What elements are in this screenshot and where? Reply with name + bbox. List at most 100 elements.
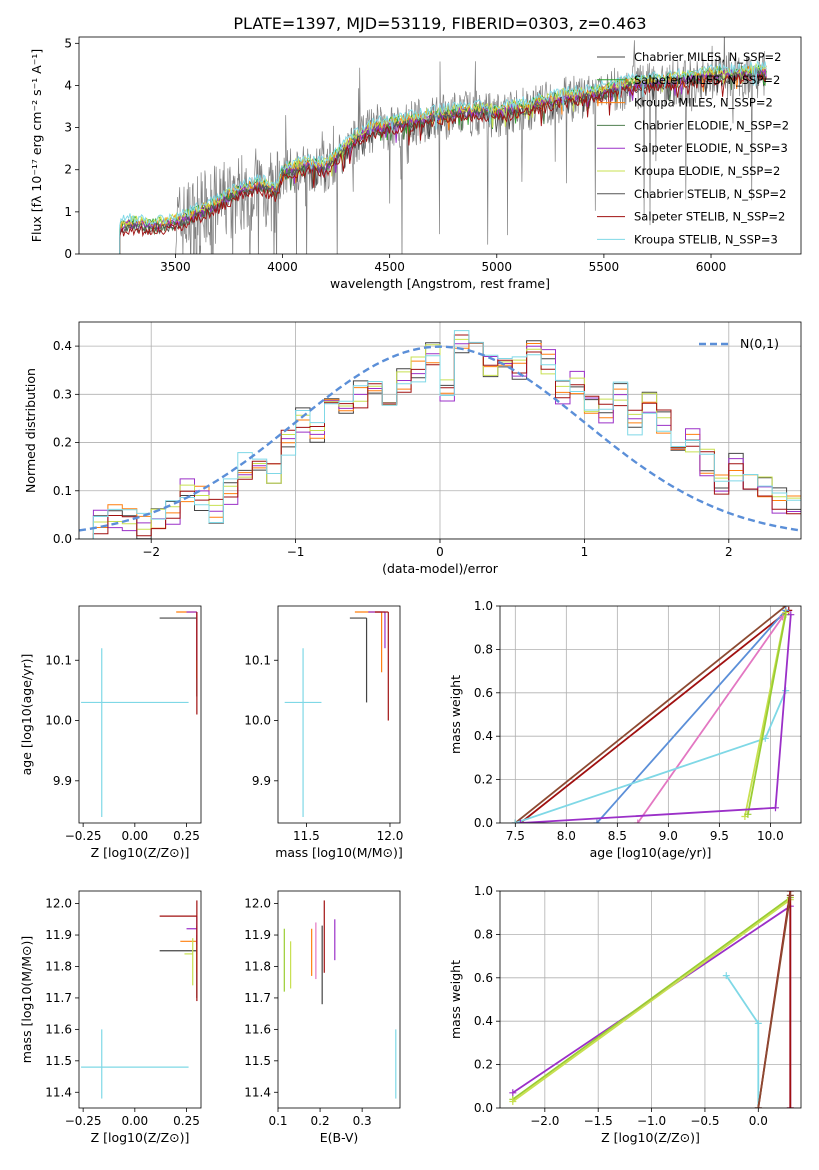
x-axis-label: Z [log10(Z/Z⊙)] — [601, 1130, 700, 1145]
y-tick-label: 10.0 — [244, 714, 271, 728]
x-tick-label: 6000 — [696, 260, 727, 274]
x-tick-label: 10.0 — [757, 829, 784, 843]
panel-age_vs_mass: 11.5 12.0 9.9 10.0 10.1 mass [log10(M/M⊙)] — [244, 605, 403, 860]
x-axis-label: wavelength [Angstrom, rest frame] — [330, 276, 550, 291]
plot-area — [81, 611, 198, 817]
x-tick-label: −0.5 — [690, 1114, 719, 1128]
x-axis-label: Z [log10(Z/Z⊙)] — [91, 1130, 190, 1145]
plot-area — [500, 606, 801, 823]
mass-weight-line — [747, 614, 787, 815]
y-axis-label: mass weight — [448, 960, 463, 1039]
y-tick-label: 0.4 — [474, 729, 493, 743]
y-tick-label: 11.7 — [45, 991, 72, 1005]
plus-marker — [511, 819, 519, 823]
model-spectrum-line — [119, 59, 767, 254]
panel-mass_weight_vs_age: 7.5 8.0 8.5 9.0 9.5 10.0 0.0 0.2 0.4 0.6 0.8 1.0 age… — [448, 599, 802, 860]
panel-age_vs_Z: −0.25 0.00 0.25 9.9 10.0 10.1 Z [log10(Z/Z⊙)] a… — [19, 605, 202, 860]
x-tick-label: 3500 — [160, 260, 191, 274]
y-tick-label: 11.6 — [244, 1022, 271, 1036]
plus-marker — [593, 819, 601, 823]
y-tick-label: 11.9 — [244, 928, 271, 942]
x-axis-label: mass [log10(M/M⊙)] — [275, 845, 403, 860]
model-spectrum-line — [119, 62, 767, 254]
x-tick-label: 9.0 — [659, 829, 678, 843]
x-tick-label: 5500 — [589, 260, 620, 274]
mass-weight-line — [512, 896, 791, 1101]
panel-mass_vs_Z: −0.25 0.00 0.25 11.4 11.5 11.6 11.7 11.8 11.9 12.… — [19, 890, 202, 1145]
mass-weight-line — [757, 895, 792, 1108]
y-tick-label: 1 — [64, 205, 72, 219]
panel-mass_weight_vs_Z: −2.0 −1.5 −1.0 −0.5 0.0 0.0 0.2 0.4 0.6 0.8 1.0 Z [… — [448, 884, 802, 1145]
mass-weight-line — [512, 898, 791, 1103]
x-tick-label: 4500 — [374, 260, 405, 274]
plot-area — [284, 611, 389, 817]
panel-residuals: −2 −1 0 1 2 0.0 0.1 0.2 0.3 0.4 (data-model)/error… — [23, 321, 802, 576]
axes-frame — [78, 321, 802, 540]
x-tick-label: 0.1 — [268, 1114, 287, 1128]
y-tick-label: 0.2 — [53, 436, 72, 450]
legend-label: Kroupa STELIB, N_SSP=3 — [634, 232, 778, 246]
x-tick-label: 7.5 — [506, 829, 525, 843]
y-axis-label: mass [log10(M/M⊙)] — [19, 936, 34, 1064]
x-tick-label: 5000 — [482, 260, 513, 274]
x-axis-label: age [log10(age/yr)] — [590, 845, 712, 860]
plot-area — [81, 900, 198, 1099]
y-tick-label: 9.9 — [53, 774, 72, 788]
x-tick-label: 8.5 — [608, 829, 627, 843]
x-tick-label: 8.0 — [557, 829, 576, 843]
mass-weight-line — [636, 616, 784, 823]
y-tick-label: 0.3 — [53, 387, 72, 401]
plot-area — [119, 37, 767, 254]
legend-label: Salpeter ELODIE, N_SSP=3 — [634, 141, 788, 155]
x-axis-label: Z [log10(Z/Z⊙)] — [91, 845, 190, 860]
legend-label: Chabrier MILES, N_SSP=2 — [634, 50, 781, 64]
mass-weight-line — [725, 975, 760, 1108]
axes-frame — [78, 36, 802, 255]
y-tick-label: 2 — [64, 163, 72, 177]
y-tick-label: 0.1 — [53, 484, 72, 498]
y-tick-label: 10.0 — [45, 714, 72, 728]
y-tick-label: 0.0 — [474, 816, 493, 830]
y-tick-label: 11.8 — [45, 959, 72, 973]
observed-spectrum — [175, 37, 765, 254]
legend-label: Salpeter STELIB, N_SSP=2 — [634, 210, 785, 224]
legend-label: Kroupa ELODIE, N_SSP=2 — [634, 164, 780, 178]
mass-weight-line — [515, 690, 787, 823]
y-tick-label: 11.4 — [244, 1085, 271, 1099]
y-tick-label: 3 — [64, 121, 72, 135]
x-tick-label: 0.2 — [311, 1114, 330, 1128]
plus-marker — [787, 611, 795, 619]
gaussian-curve — [79, 345, 801, 532]
y-tick-label: 0.2 — [474, 1058, 493, 1072]
y-axis-label: mass weight — [448, 675, 463, 754]
plus-marker — [509, 1089, 517, 1097]
y-tick-label: 0.0 — [474, 1101, 493, 1115]
x-axis-label: (data-model)/error — [382, 561, 499, 576]
x-tick-label: −2 — [142, 545, 160, 559]
y-tick-label: 11.6 — [45, 1022, 72, 1036]
x-tick-label: −1.5 — [584, 1114, 613, 1128]
y-tick-label: 11.7 — [244, 991, 271, 1005]
y-tick-label: 10.1 — [45, 653, 72, 667]
y-tick-label: 11.8 — [244, 959, 271, 973]
plus-marker — [744, 810, 752, 818]
legend-label: Salpeter MILES, N_SSP=2 — [634, 73, 780, 87]
mass-weight-line — [596, 609, 787, 823]
axes-frame — [78, 605, 202, 824]
mass-weight-line — [514, 606, 787, 823]
x-tick-label: −1.0 — [637, 1114, 666, 1128]
y-tick-label: 12.0 — [244, 897, 271, 911]
x-tick-label: 0.00 — [121, 829, 148, 843]
y-axis-label: Flux [fλ 10⁻¹⁷ erg cm⁻² s⁻¹ A⁻¹] — [29, 49, 44, 242]
legend-label: N(0,1) — [740, 336, 779, 351]
legend-label: Chabrier ELODIE, N_SSP=2 — [634, 118, 789, 132]
x-tick-label: 0.3 — [353, 1114, 372, 1128]
y-tick-label: 5 — [64, 36, 72, 50]
plus-marker — [771, 804, 779, 812]
mass-weight-line — [519, 609, 790, 823]
y-tick-label: 0.6 — [474, 686, 493, 700]
axes-frame — [499, 890, 802, 1109]
x-tick-label: 0.25 — [173, 1114, 200, 1128]
plot-area — [283, 900, 397, 1099]
y-tick-label: 0.6 — [474, 971, 493, 985]
